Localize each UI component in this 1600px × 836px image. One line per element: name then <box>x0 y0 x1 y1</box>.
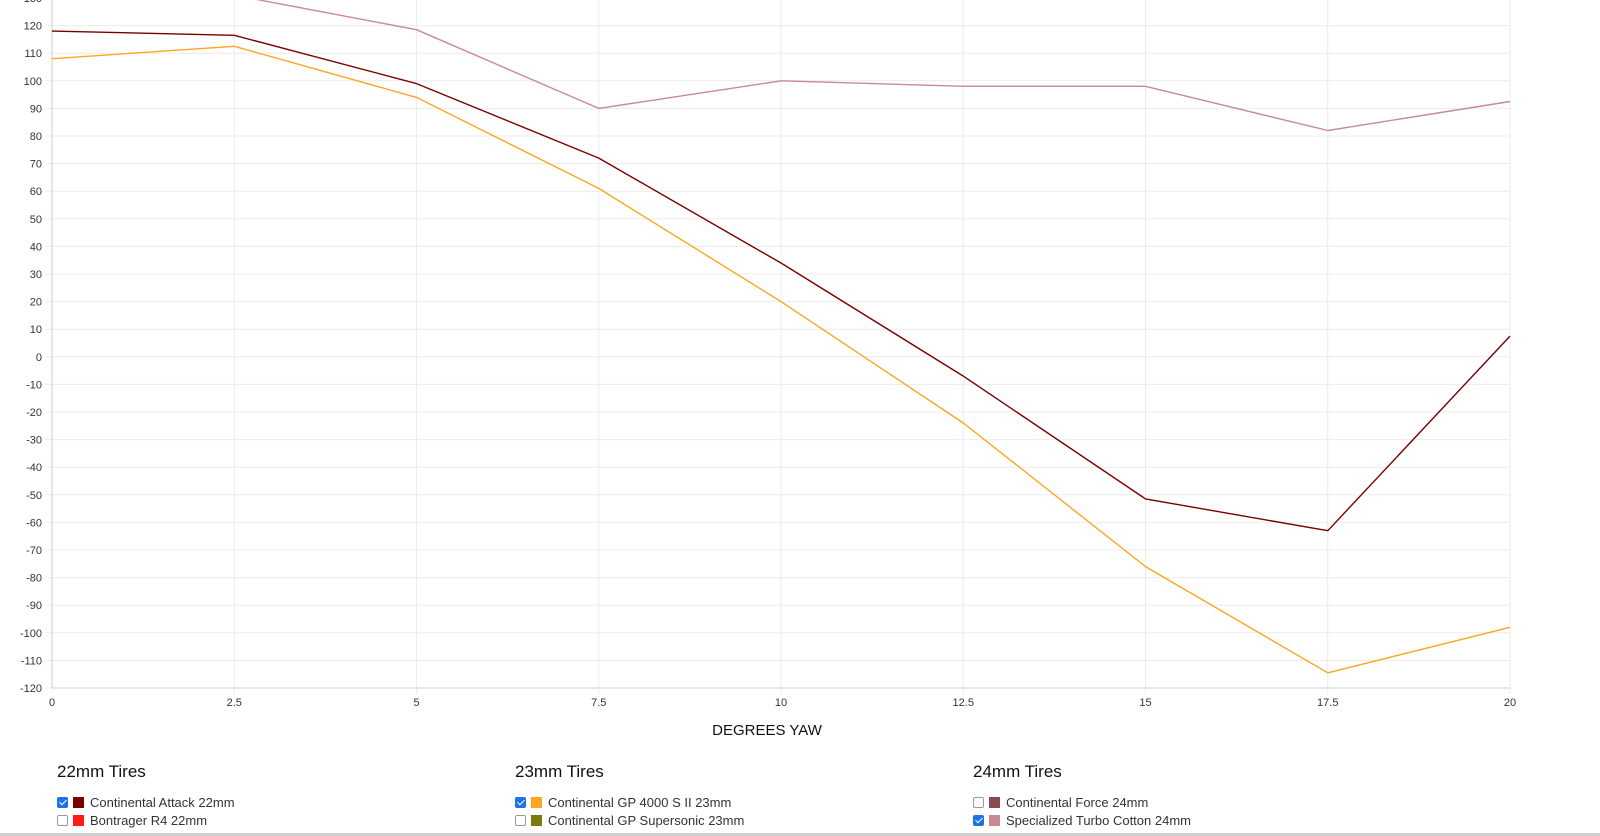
legend-item-continental-gp-supersonic-23mm[interactable]: Continental GP Supersonic 23mm <box>515 811 744 829</box>
y-tick-label: -50 <box>26 490 42 502</box>
y-tick-label: -110 <box>21 655 42 667</box>
legend-group-title: 23mm Tires <box>515 762 604 781</box>
series-line-specialized-turbo-cotton-24mm <box>255 0 1511 132</box>
legend-item-label: Continental GP 4000 S II 23mm <box>548 794 732 810</box>
color-swatch <box>531 796 542 808</box>
chart-grid <box>46 0 1511 694</box>
legend-group-22mm: 22mm Tires Continental Attack 22mm Bontr… <box>57 762 235 829</box>
y-tick-label: 0 <box>36 352 42 364</box>
legend-item-bontrager-r4-22mm[interactable]: Bontrager R4 22mm <box>57 811 235 829</box>
window-bottom-border <box>0 833 1600 836</box>
checkbox[interactable] <box>515 796 526 808</box>
y-tick-label: 120 <box>24 21 42 33</box>
x-tick-label: 17.5 <box>1317 697 1338 709</box>
y-tick-label: 80 <box>30 131 42 143</box>
legend-item-continental-force-24mm[interactable]: Continental Force 24mm <box>973 793 1191 811</box>
x-tick-label: 10 <box>775 697 787 709</box>
color-swatch <box>989 796 1000 808</box>
y-tick-label: 110 <box>24 48 42 60</box>
legend-item-label: Continental Force 24mm <box>1006 794 1149 810</box>
legend-item-label: Specialized Turbo Cotton 24mm <box>1006 812 1191 828</box>
legend-group-title: 24mm Tires <box>973 762 1062 781</box>
legend-item-continental-attack-22mm[interactable]: Continental Attack 22mm <box>57 793 235 811</box>
x-tick-label: 15 <box>1139 697 1151 709</box>
legend-group-24mm: 24mm Tires Continental Force 24mm Specia… <box>973 762 1191 829</box>
series-line-continental-attack-22mm <box>51 30 1511 532</box>
y-tick-label: 40 <box>30 241 42 253</box>
y-tick-label: 20 <box>30 297 42 309</box>
y-tick-label: -20 <box>26 407 42 419</box>
x-tick-label: 2.5 <box>227 697 242 709</box>
y-tick-label: 70 <box>30 159 42 171</box>
x-tick-label: 5 <box>413 697 419 709</box>
y-tick-label: -10 <box>26 379 42 391</box>
y-tick-label: 100 <box>24 76 42 88</box>
chart-series <box>51 0 1511 674</box>
y-tick-label: -90 <box>26 600 42 612</box>
y-tick-label: 90 <box>30 103 42 115</box>
y-tick-label: 30 <box>30 269 42 281</box>
legend-item-continental-gp-4000-s-ii-23mm[interactable]: Continental GP 4000 S II 23mm <box>515 793 744 811</box>
y-tick-label: -70 <box>26 545 42 557</box>
y-tick-label: 10 <box>30 324 42 336</box>
y-tick-label: 60 <box>30 186 42 198</box>
y-tick-label: -60 <box>26 517 42 529</box>
y-tick-label: 130 <box>24 0 42 5</box>
y-tick-label: -100 <box>20 628 42 640</box>
legend-item-label: Continental Attack 22mm <box>90 794 235 810</box>
x-tick-label: 0 <box>49 697 55 709</box>
x-tick-label: 20 <box>1504 697 1516 709</box>
y-tick-label: -80 <box>26 573 42 585</box>
y-tick-label: 50 <box>30 214 42 226</box>
checkbox[interactable] <box>973 814 984 826</box>
legend-item-label: Continental GP Supersonic 23mm <box>548 812 745 828</box>
yaw-chart: 1301201101009080706050403020100-10-20-30… <box>20 0 1516 739</box>
legend-item-label: Bontrager R4 22mm <box>90 812 208 828</box>
y-tick-label: -30 <box>26 435 42 447</box>
x-tick-label: 7.5 <box>591 697 606 709</box>
color-swatch <box>531 814 542 826</box>
checkbox[interactable] <box>515 814 526 826</box>
x-tick-label: 12.5 <box>953 697 974 709</box>
y-tick-label: -120 <box>20 683 42 695</box>
chart-axes: 1301201101009080706050403020100-10-20-30… <box>20 0 1516 709</box>
legend-item-specialized-turbo-cotton-24mm[interactable]: Specialized Turbo Cotton 24mm <box>973 811 1191 829</box>
color-swatch <box>73 796 84 808</box>
series-line-continental-gp-4000-s-ii-23mm <box>51 45 1511 674</box>
x-axis-title: DEGREES YAW <box>712 722 823 739</box>
checkbox[interactable] <box>57 796 68 808</box>
checkbox[interactable] <box>973 796 984 808</box>
y-tick-label: -40 <box>26 462 42 474</box>
legend-group-title: 22mm Tires <box>57 762 146 781</box>
color-swatch <box>989 814 1000 826</box>
legend-group-23mm: 23mm Tires Continental GP 4000 S II 23mm… <box>515 762 744 829</box>
checkbox[interactable] <box>57 814 68 826</box>
color-swatch <box>73 814 84 826</box>
